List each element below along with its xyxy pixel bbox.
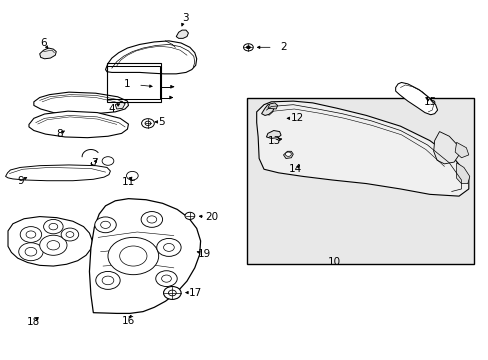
Text: 1: 1 xyxy=(124,79,130,89)
Text: 4: 4 xyxy=(108,104,115,114)
Polygon shape xyxy=(29,111,128,138)
Text: 6: 6 xyxy=(40,38,47,48)
Polygon shape xyxy=(115,101,125,109)
Polygon shape xyxy=(395,82,437,115)
Circle shape xyxy=(161,275,171,282)
Circle shape xyxy=(285,152,291,156)
Text: 19: 19 xyxy=(198,248,211,258)
Polygon shape xyxy=(454,142,468,158)
Circle shape xyxy=(168,290,176,296)
Circle shape xyxy=(19,243,43,261)
Text: 8: 8 xyxy=(56,129,62,139)
Polygon shape xyxy=(89,199,200,314)
Polygon shape xyxy=(433,132,458,164)
Circle shape xyxy=(101,221,110,228)
Text: 15: 15 xyxy=(423,97,436,107)
Circle shape xyxy=(66,231,74,237)
Text: 20: 20 xyxy=(204,212,218,222)
Circle shape xyxy=(243,44,253,51)
Polygon shape xyxy=(266,131,281,138)
Circle shape xyxy=(142,119,154,128)
Polygon shape xyxy=(40,48,56,59)
Polygon shape xyxy=(456,163,469,184)
Text: 11: 11 xyxy=(122,177,135,187)
Circle shape xyxy=(25,247,37,256)
Circle shape xyxy=(126,171,138,180)
Circle shape xyxy=(163,287,181,300)
Bar xyxy=(246,98,473,264)
Polygon shape xyxy=(8,217,92,266)
Polygon shape xyxy=(105,41,196,74)
Text: 7: 7 xyxy=(91,158,98,168)
Text: 9: 9 xyxy=(17,176,23,186)
Circle shape xyxy=(156,271,177,287)
Circle shape xyxy=(163,243,174,251)
Circle shape xyxy=(40,235,67,255)
Circle shape xyxy=(145,121,151,126)
Text: 18: 18 xyxy=(27,317,41,327)
Text: 5: 5 xyxy=(158,117,164,127)
Text: 16: 16 xyxy=(122,316,135,325)
Bar xyxy=(107,63,160,102)
Circle shape xyxy=(47,240,60,250)
Circle shape xyxy=(108,237,158,275)
Text: 17: 17 xyxy=(189,288,202,298)
Polygon shape xyxy=(256,101,468,196)
Polygon shape xyxy=(283,151,293,158)
Circle shape xyxy=(20,226,41,242)
Polygon shape xyxy=(5,165,110,181)
Polygon shape xyxy=(34,92,128,114)
Polygon shape xyxy=(261,104,274,116)
Circle shape xyxy=(141,212,162,227)
Circle shape xyxy=(102,276,114,285)
Text: 13: 13 xyxy=(267,136,281,145)
Text: 2: 2 xyxy=(280,42,286,52)
Circle shape xyxy=(61,228,79,241)
Circle shape xyxy=(43,220,63,234)
Circle shape xyxy=(102,157,114,165)
Circle shape xyxy=(95,217,116,233)
Bar xyxy=(107,66,159,99)
Text: 10: 10 xyxy=(327,257,341,267)
Circle shape xyxy=(147,216,157,223)
Circle shape xyxy=(26,231,36,238)
Text: 12: 12 xyxy=(290,113,303,123)
Circle shape xyxy=(157,238,181,256)
Circle shape xyxy=(49,224,58,230)
Polygon shape xyxy=(176,30,188,39)
Text: 3: 3 xyxy=(182,13,188,23)
Circle shape xyxy=(246,46,250,49)
Circle shape xyxy=(96,271,120,289)
Circle shape xyxy=(120,246,147,266)
Polygon shape xyxy=(267,103,277,109)
Text: 14: 14 xyxy=(288,164,302,174)
Circle shape xyxy=(184,212,194,220)
